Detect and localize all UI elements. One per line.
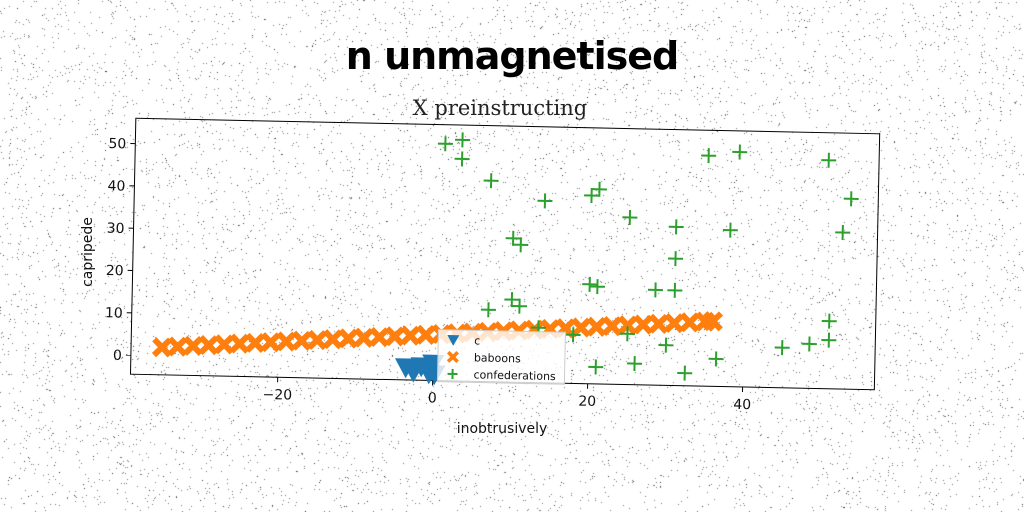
data-point <box>843 191 859 207</box>
data-point <box>622 209 638 225</box>
data-point <box>338 328 359 349</box>
data-point <box>537 193 553 209</box>
series-confederations <box>437 132 859 381</box>
data-point <box>801 336 817 352</box>
axes-group: −20 0 20 40 0 10 20 30 40 50 c baboons confederati… <box>105 117 881 413</box>
data-point <box>821 152 837 168</box>
data-point <box>708 351 724 367</box>
data-point <box>701 148 717 164</box>
y-tick-label: 30 <box>107 221 125 237</box>
data-point <box>627 356 643 372</box>
y-tick-label: 20 <box>106 263 124 279</box>
data-point <box>582 276 598 292</box>
y-tick-label: 10 <box>105 305 123 321</box>
data-point <box>214 334 235 355</box>
data-point <box>513 237 529 253</box>
data-point <box>483 173 499 189</box>
data-point <box>658 337 674 353</box>
data-point <box>664 313 685 334</box>
data-point <box>353 327 374 348</box>
data-point <box>454 132 471 148</box>
data-point <box>454 151 470 167</box>
data-point <box>702 311 724 332</box>
data-point <box>668 219 684 235</box>
data-point <box>400 325 421 346</box>
plot-title: X preinstructing <box>413 96 587 120</box>
data-point <box>619 326 635 342</box>
legend-label: confederations <box>473 368 556 383</box>
data-point <box>586 316 607 337</box>
data-point <box>821 332 837 348</box>
data-point <box>322 329 343 350</box>
data-point <box>229 333 250 354</box>
figure-suptitle: n unmagnetised <box>345 34 679 78</box>
data-point <box>648 313 669 334</box>
data-point <box>591 181 607 197</box>
legend-entry: baboons <box>446 350 521 365</box>
data-point <box>722 222 738 238</box>
y-axis-ticks: 0 10 20 30 40 50 <box>105 136 136 364</box>
data-point <box>668 251 684 267</box>
data-point <box>276 331 297 352</box>
legend: c baboons confederations <box>436 329 566 385</box>
data-point <box>437 136 453 152</box>
data-point <box>677 365 693 381</box>
plot-marks <box>151 132 859 386</box>
x-tick-label: 0 <box>428 390 437 406</box>
legend-marker <box>447 335 460 346</box>
data-point <box>384 326 405 347</box>
data-point <box>584 187 600 204</box>
data-point <box>601 315 623 337</box>
y-tick-label: 50 <box>108 136 126 152</box>
legend-box <box>436 329 566 385</box>
y-tick-label: 40 <box>107 178 125 194</box>
y-axis-label: capripede <box>80 217 96 287</box>
data-point <box>511 298 528 314</box>
data-point <box>835 224 851 241</box>
legend-label: c <box>474 334 480 347</box>
data-point <box>647 282 664 298</box>
data-point <box>667 282 683 298</box>
legend-marker <box>446 350 459 364</box>
data-point <box>151 337 173 358</box>
data-point <box>732 144 748 160</box>
data-point <box>633 314 654 335</box>
x-tick-label: 20 <box>578 394 596 410</box>
data-point <box>415 324 436 345</box>
legend-label: baboons <box>474 351 521 365</box>
data-point <box>821 313 837 329</box>
data-point <box>589 279 605 295</box>
data-point <box>588 359 604 375</box>
legend-marker <box>447 368 458 379</box>
data-point <box>679 312 700 333</box>
data-point <box>565 327 581 343</box>
data-point <box>505 230 521 246</box>
x-axis-ticks: −20 0 20 40 <box>262 377 751 413</box>
data-point <box>167 336 188 357</box>
data-point <box>182 335 204 356</box>
data-point <box>198 335 219 356</box>
legend-entry: confederations <box>447 368 556 383</box>
legend-entry: c <box>447 334 480 347</box>
data-point <box>369 326 390 348</box>
x-tick-label: −20 <box>262 387 292 404</box>
data-point <box>307 329 328 351</box>
data-point <box>570 317 592 338</box>
y-tick-label: 0 <box>113 348 122 364</box>
x-axis-label: inobtrusively <box>457 421 548 437</box>
x-tick-label: 40 <box>733 397 751 413</box>
data-point <box>617 315 638 336</box>
data-point <box>480 302 496 318</box>
data-point <box>291 330 312 351</box>
data-point <box>245 332 266 354</box>
data-point <box>260 332 281 353</box>
data-point <box>774 340 790 356</box>
data-point <box>504 292 520 308</box>
